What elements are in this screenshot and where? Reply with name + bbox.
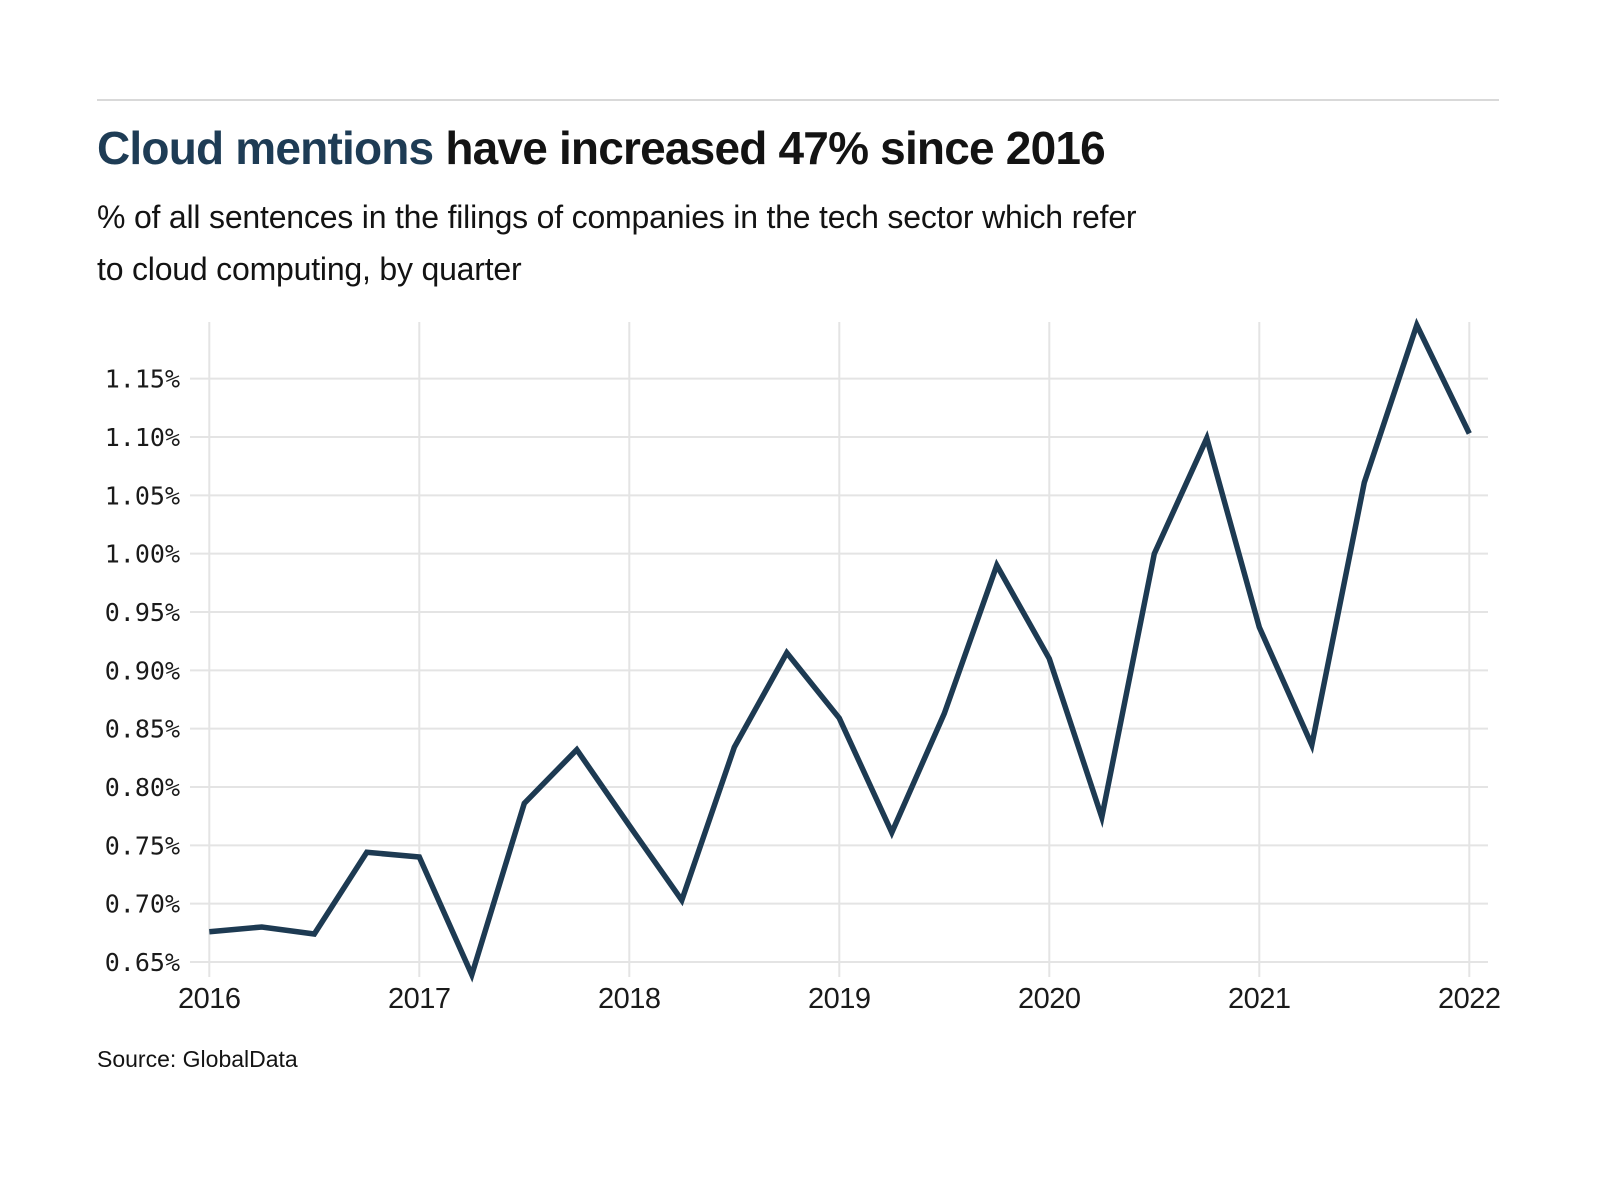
y-axis-tick-label: 1.00% [105,540,180,569]
cloud-mentions-series-line [209,317,1472,983]
x-axis-tick-label: 2017 [388,983,451,1015]
source-note: Source: GlobalData [97,1046,298,1072]
y-axis-tick-label: 1.10% [105,423,180,452]
x-axis-tick-label: 2019 [808,983,871,1015]
chart-subtitle: % of all sentences in the filings of com… [97,191,1137,295]
x-axis-tick-label: 2021 [1228,983,1291,1015]
y-axis-tick-label: 1.05% [105,481,180,510]
chart-title: Cloud mentions have increased 47% since … [97,121,1106,175]
y-axis-tick-label: 0.85% [105,715,180,744]
chart-subtitle-line2: to cloud computing, by quarter [97,251,522,287]
y-axis-tick-label: 0.80% [105,773,180,802]
y-axis-tick-label: 0.70% [105,890,180,919]
x-axis-tick-label: 2020 [1018,983,1081,1015]
y-axis-tick-label: 0.65% [105,948,180,977]
y-axis-tick-label: 0.95% [105,598,180,627]
chart-title-highlight: Cloud mentions [97,122,434,174]
top-divider-line [97,99,1499,101]
x-axis-tick-label: 2022 [1438,983,1501,1015]
chart-title-rest: have increased 47% since 2016 [433,122,1105,174]
y-axis-tick-label: 1.15% [105,365,180,394]
y-axis-tick-label: 0.75% [105,831,180,860]
chart-subtitle-line1: % of all sentences in the filings of com… [97,199,1137,235]
y-axis-tick-label: 0.90% [105,656,180,685]
x-axis-tick-label: 2018 [598,983,661,1015]
x-axis-tick-label: 2016 [178,983,241,1015]
